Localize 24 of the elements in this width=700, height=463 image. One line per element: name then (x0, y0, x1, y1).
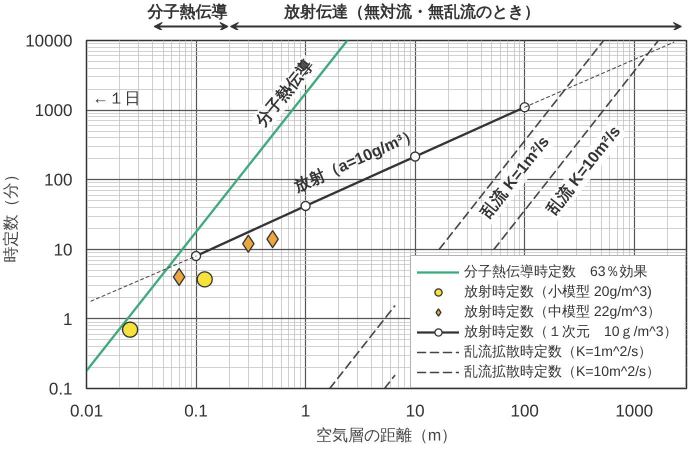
x-axis-title: 空気層の距離（m） (316, 426, 458, 444)
annotation: ←１日 (92, 90, 140, 108)
legend-label: 放射時定数（中模型 22g/m^3） (464, 302, 662, 321)
x-tick-label: 1000 (615, 402, 654, 420)
legend-label: 放射時定数（１次元 10ｇ/m^3） (464, 322, 678, 341)
y-axis-title: 時定数（分） (2, 166, 20, 262)
x-tick-label: 0.1 (184, 402, 208, 420)
x-tick-label: 100 (510, 402, 539, 420)
y-tick-label: 1000 (34, 101, 73, 120)
y-tick-label: 1 (63, 310, 73, 329)
x-tick-label: 10 (406, 402, 425, 420)
legend-label: 乱流拡散時定数（K=10m^2/s） (464, 362, 661, 380)
y-tick-label: 0.1 (48, 380, 73, 398)
legend-label: 乱流拡散時定数（K=1m^2/s） (464, 342, 654, 360)
legend-label: 放射時定数（小模型 20g/m^3) (464, 282, 653, 301)
annotation: 分子熱伝導 (252, 56, 317, 131)
x-tick-label: 1 (300, 402, 310, 420)
y-tick-label: 10 (54, 240, 73, 260)
legend-label: 分子熱伝導時定数 63％効果 (464, 262, 649, 280)
y-tick-label: 100 (44, 170, 73, 190)
text: 分子熱伝導 (146, 3, 228, 21)
x-tick-label: 0.01 (70, 402, 104, 420)
y-tick-label: 10000 (25, 32, 73, 50)
text: 放射伝達（無対流・無乱流のとき） (283, 2, 540, 21)
